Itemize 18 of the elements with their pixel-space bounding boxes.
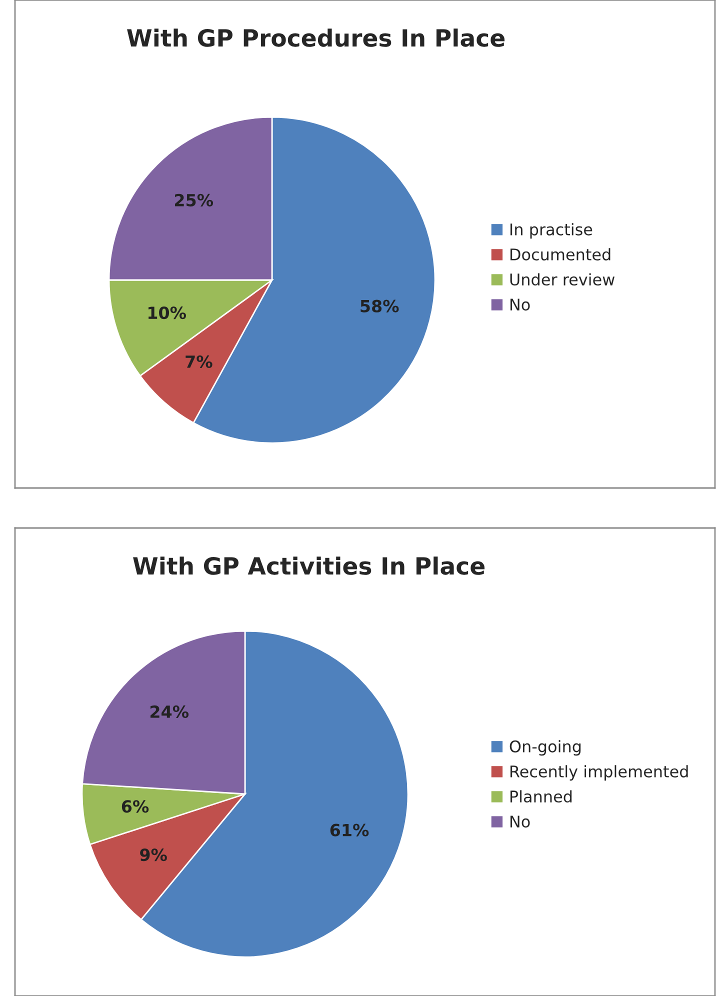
data-label: 6% xyxy=(122,800,149,813)
data-label: 24% xyxy=(150,705,189,718)
legend-label: On-going xyxy=(510,740,581,756)
legend-label: No xyxy=(510,816,530,828)
data-label: 10% xyxy=(148,306,186,320)
legend-label: No xyxy=(510,298,530,311)
data-label: 9% xyxy=(140,848,167,862)
legend-label: In practise xyxy=(510,223,592,239)
data-label: 58% xyxy=(360,300,399,312)
data-label: 25% xyxy=(174,194,214,206)
data-label: 7% xyxy=(186,355,212,368)
chart-title: With GP Activities In Place xyxy=(133,556,485,575)
legend-label: Under review xyxy=(510,273,615,286)
data-label: 61% xyxy=(330,824,369,836)
legend-label: Recently implemented xyxy=(510,765,688,781)
legend-label: Documented xyxy=(510,248,610,261)
legend-label: Planned xyxy=(510,790,572,803)
chart-title: With GP Procedures In Place xyxy=(127,28,505,47)
